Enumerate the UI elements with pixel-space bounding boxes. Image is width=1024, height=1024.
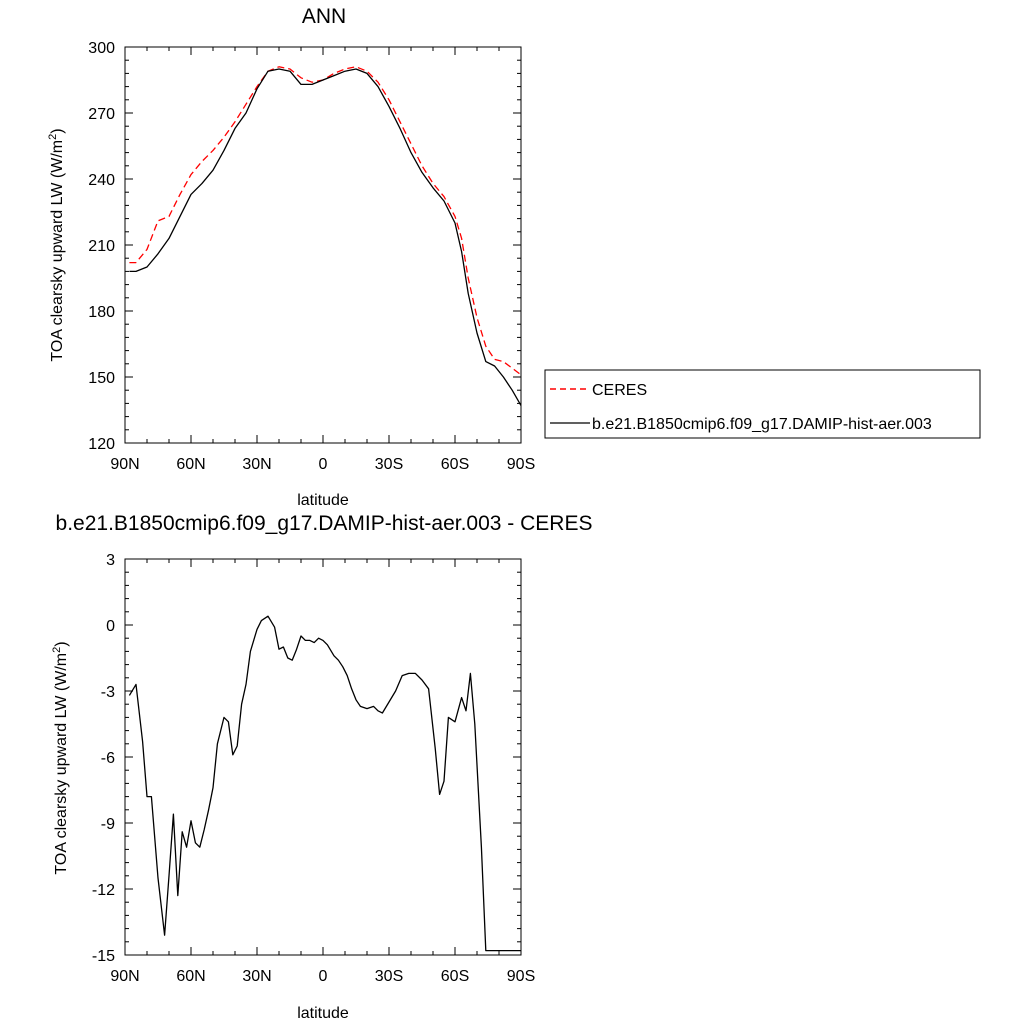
bottom-x-tick-label: 30N bbox=[242, 968, 271, 985]
top-x-tick-label: 90S bbox=[507, 456, 535, 473]
top-y-axis-label: TOA clearsky upward LW (W/m2) bbox=[47, 128, 66, 361]
bottom-y-tick-label: -6 bbox=[101, 750, 115, 767]
bottom-x-tick-label: 90S bbox=[507, 968, 535, 985]
top-x-tick-label: 60S bbox=[441, 456, 469, 473]
top-x-tick-label: 0 bbox=[319, 456, 328, 473]
top-y-tick-label: 270 bbox=[88, 106, 115, 123]
top-panel: ANN 90N 60N 30N 0 30S 60S 90S 120 150 180 210 240 27… bbox=[47, 5, 981, 509]
bottom-series-group bbox=[128, 615, 521, 952]
legend-label-ceres: CERES bbox=[592, 382, 647, 399]
top-y-tick-label: 120 bbox=[88, 436, 115, 453]
bottom-y-tick-label: -12 bbox=[92, 882, 115, 899]
bottom-y-tick-label: -15 bbox=[92, 948, 115, 965]
bottom-plot-frame bbox=[124, 558, 522, 956]
bottom-y-tick-label: 3 bbox=[106, 552, 115, 569]
legend: CERES b.e21.B1850cmip6.f09_g17.DAMIP-his… bbox=[544, 369, 981, 439]
bottom-x-tick-label: 60S bbox=[441, 968, 469, 985]
bottom-x-tick-label: 90N bbox=[110, 968, 139, 985]
top-y-tick-label: 180 bbox=[88, 304, 115, 321]
bottom-panel: b.e21.B1850cmip6.f09_g17.DAMIP-hist-aer.… bbox=[51, 512, 592, 1022]
bottom-series-line-0 bbox=[128, 615, 521, 952]
legend-label-model: b.e21.B1850cmip6.f09_g17.DAMIP-hist-aer.… bbox=[592, 416, 932, 433]
top-x-tick-label: 30S bbox=[375, 456, 403, 473]
bottom-y-tick-label: -9 bbox=[101, 816, 115, 833]
bottom-y-tick-label: -3 bbox=[101, 684, 115, 701]
bottom-x-tick-label: 60N bbox=[176, 968, 205, 985]
bottom-y-tick-label: 0 bbox=[106, 618, 115, 635]
top-series-line-0 bbox=[129, 66, 522, 376]
top-x-tick-label: 60N bbox=[176, 456, 205, 473]
bottom-x-tick-label: 30S bbox=[375, 968, 403, 985]
top-chart-title: ANN bbox=[302, 5, 346, 28]
top-y-tick-label: 240 bbox=[88, 172, 115, 189]
top-x-tick-label: 90N bbox=[110, 456, 139, 473]
top-plot-frame bbox=[124, 46, 522, 444]
bottom-x-axis-label: latitude bbox=[297, 1005, 349, 1022]
top-y-tick-label: 300 bbox=[88, 40, 115, 57]
bottom-chart-title: b.e21.B1850cmip6.f09_g17.DAMIP-hist-aer.… bbox=[56, 512, 593, 535]
top-series-group bbox=[129, 66, 522, 406]
top-x-tick-label: 30N bbox=[242, 456, 271, 473]
top-x-axis-label: latitude bbox=[297, 492, 349, 509]
bottom-axis-ticks: 90N 60N 30N 0 30S 60S 90S -15 -12 -9 -6 -3 0 3 bbox=[92, 552, 535, 985]
top-series-line-1 bbox=[129, 68, 522, 406]
top-y-tick-label: 210 bbox=[88, 238, 115, 255]
legend-frame bbox=[544, 369, 981, 439]
top-y-tick-label: 150 bbox=[88, 370, 115, 387]
bottom-y-axis-label: TOA clearsky upward LW (W/m2) bbox=[51, 641, 70, 874]
top-axis-ticks: 90N 60N 30N 0 30S 60S 90S 120 150 180 210 240 270 300 bbox=[88, 40, 535, 473]
bottom-x-tick-label: 0 bbox=[319, 968, 328, 985]
